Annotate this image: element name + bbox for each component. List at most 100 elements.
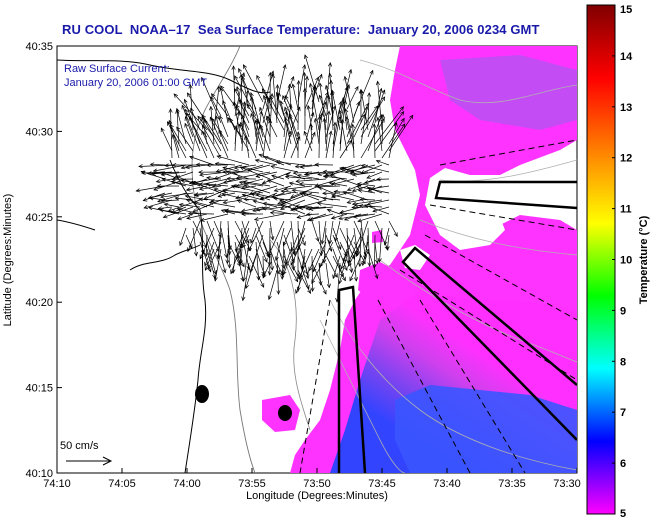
current-vector-head — [355, 251, 360, 257]
current-vector-head — [376, 177, 381, 182]
current-vector — [345, 108, 355, 145]
current-vector — [262, 116, 269, 159]
current-vector — [236, 171, 271, 179]
current-vector-head — [198, 186, 204, 191]
current-vector — [249, 185, 278, 195]
y-tick-label: 40:20 — [25, 297, 53, 309]
current-vector — [262, 241, 269, 256]
current-vector-head — [318, 94, 323, 100]
colorbar — [586, 4, 616, 515]
current-vector — [175, 197, 194, 201]
current-vector-head — [302, 71, 307, 77]
current-vector-head — [213, 276, 218, 282]
current-vector-head — [168, 108, 173, 113]
current-vector-head — [270, 164, 276, 169]
current-vector-head — [179, 241, 184, 247]
current-vector-head — [259, 106, 264, 112]
current-vector-head — [194, 251, 199, 257]
current-vector-head — [318, 281, 323, 286]
current-vector-head — [275, 91, 280, 97]
current-vector-head — [310, 112, 315, 117]
current-vector — [360, 220, 366, 260]
current-vector-head — [193, 193, 199, 198]
current-vector — [233, 178, 264, 187]
current-vector — [249, 234, 264, 273]
current-vector — [364, 204, 390, 215]
current-vector — [317, 202, 348, 208]
current-vector-head — [352, 214, 358, 219]
current-vector — [332, 227, 342, 250]
current-vector-head — [269, 266, 275, 271]
current-vector — [329, 182, 348, 187]
current-vector-head — [276, 290, 281, 295]
current-vector — [280, 199, 306, 210]
current-vector — [347, 234, 362, 264]
current-vector — [352, 124, 355, 159]
current-vector-head — [346, 200, 352, 205]
current-vector — [269, 96, 285, 124]
current-vector — [317, 171, 334, 175]
current-vector-head — [290, 207, 295, 212]
current-vector — [284, 185, 313, 190]
current-vector — [256, 171, 278, 177]
current-vector — [318, 220, 322, 256]
current-vector-head — [341, 97, 346, 102]
current-vector-head — [205, 182, 211, 187]
current-vector — [226, 171, 250, 180]
current-vector-head — [400, 110, 405, 116]
current-vector-head — [269, 93, 275, 98]
current-vector — [266, 116, 278, 138]
current-vector-head — [282, 64, 287, 69]
scale-label: 50 cm/s — [60, 440, 99, 452]
current-vector-head — [243, 64, 247, 69]
coastline-inner — [191, 46, 256, 473]
current-vector-head — [249, 268, 254, 273]
current-vector — [301, 248, 306, 270]
current-vector — [373, 123, 376, 159]
current-vector-head — [372, 208, 377, 213]
current-vector — [248, 255, 265, 288]
current-vector — [299, 206, 320, 209]
current-vector — [284, 117, 292, 138]
y-tick-label: 40:35 — [25, 41, 53, 53]
current-vector — [255, 120, 264, 145]
current-vector-head — [140, 170, 146, 175]
current-vector — [241, 114, 250, 138]
current-vector — [322, 197, 341, 201]
current-vector — [361, 164, 390, 173]
current-vector — [203, 119, 222, 152]
current-vector — [245, 255, 257, 289]
current-vector — [185, 234, 193, 249]
current-vector — [282, 255, 292, 275]
current-vector — [251, 96, 257, 138]
current-vector — [158, 206, 173, 209]
current-vector-head — [308, 217, 314, 222]
current-vector-head — [282, 270, 287, 276]
current-vector-head — [357, 188, 363, 193]
current-vector-head — [235, 86, 240, 91]
current-vector-head — [164, 163, 169, 168]
current-vector — [259, 107, 271, 138]
current-vector-head — [203, 195, 209, 200]
current-vector-head — [256, 74, 261, 80]
current-vector-head — [357, 218, 362, 223]
current-vector-head — [350, 123, 355, 129]
current-vector-head — [307, 289, 311, 295]
current-vector-head — [314, 162, 319, 167]
current-vector-head — [135, 188, 141, 193]
current-vector — [292, 189, 320, 194]
current-vector-head — [322, 169, 328, 174]
current-vector — [149, 197, 166, 201]
current-vector-head — [282, 241, 287, 247]
current-vector — [371, 185, 390, 190]
current-vector-head — [304, 54, 308, 59]
y-axis-title: Latitude (Degrees:Minutes) — [2, 194, 14, 327]
current-vector — [227, 234, 230, 268]
current-vector-head — [222, 180, 228, 185]
current-vector-head — [295, 289, 300, 295]
current-vector — [250, 113, 264, 152]
current-vector — [230, 241, 243, 274]
current-vector — [204, 248, 215, 271]
x-tick-label: 74:10 — [43, 478, 71, 490]
